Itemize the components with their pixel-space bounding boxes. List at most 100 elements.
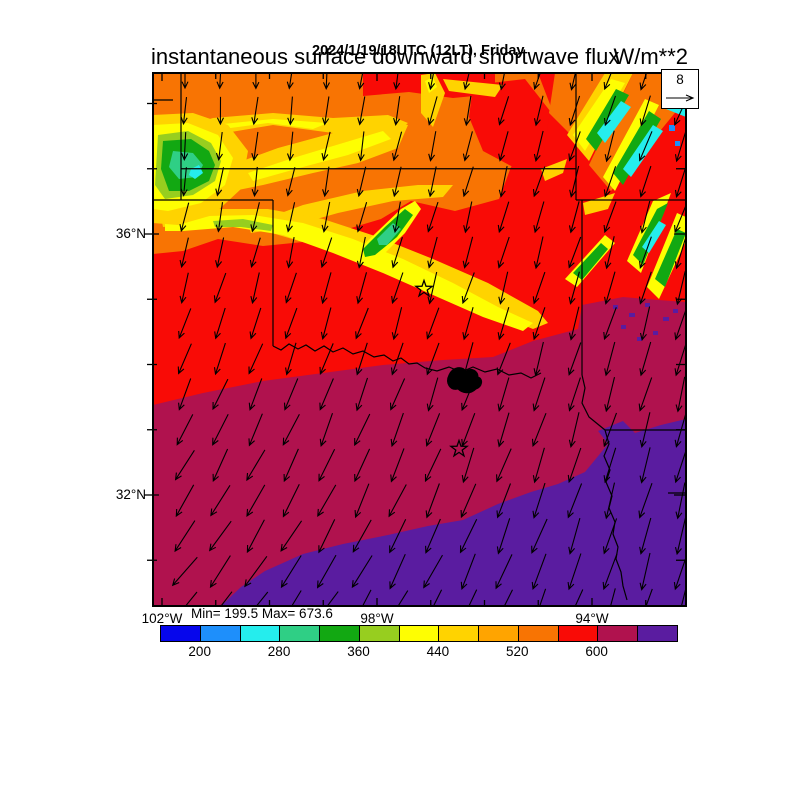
- lat-label: 32°N: [115, 487, 146, 502]
- wind-vector: [181, 73, 189, 90]
- wind-vector: [426, 201, 439, 233]
- wind-vector: [461, 377, 476, 412]
- wind-vector: [318, 519, 336, 554]
- wind-vector: [639, 236, 652, 269]
- wind-vector: [425, 483, 440, 519]
- wind-vector: [178, 378, 192, 411]
- wind-vector: [246, 519, 265, 554]
- wind-vector: [320, 307, 332, 341]
- wind-vector: [427, 166, 437, 198]
- wind-vector: [215, 132, 223, 161]
- wind-vector: [639, 412, 651, 449]
- wind-vector: [680, 588, 686, 606]
- colorbar-segment: [359, 626, 400, 641]
- wind-vector: [428, 131, 437, 162]
- wind-vector: [604, 376, 616, 413]
- wind-vector: [208, 520, 232, 552]
- cloud-streaks-yellowgreen: [213, 219, 273, 231]
- wind-vector: [568, 271, 580, 305]
- wind-vector: [568, 131, 581, 162]
- colorbar-segment: [638, 626, 677, 641]
- wind-vector: [355, 377, 369, 412]
- central-cloud-streak: [353, 201, 421, 265]
- wind-vector: [463, 73, 471, 91]
- wind-vector: [356, 272, 368, 305]
- wind-vector: [246, 449, 266, 482]
- wind-vector: [533, 341, 544, 377]
- wind-vector: [216, 73, 224, 90]
- wind-vector: [539, 588, 547, 606]
- wind-vector: [356, 166, 367, 198]
- city-star-marker: [449, 438, 469, 458]
- lat-label: 36°N: [115, 226, 146, 241]
- wind-vector: [250, 272, 260, 305]
- wind-vector: [356, 236, 366, 269]
- wind-vector: [426, 307, 440, 340]
- map-canvas: [144, 72, 687, 607]
- colorbar-segment: [161, 626, 201, 641]
- wind-vector-layer: [171, 73, 686, 606]
- wind-vector: [321, 201, 331, 233]
- wind-vector: [639, 165, 652, 198]
- wind-vector: [531, 518, 548, 554]
- wind-vector: [423, 554, 443, 589]
- wind-vector: [638, 483, 653, 519]
- wind-vector: [322, 73, 330, 90]
- wind-vector: [356, 202, 368, 233]
- wind-vector: [251, 96, 259, 126]
- wind-vector: [531, 412, 547, 447]
- wind-vector: [255, 591, 269, 606]
- wind-vector: [675, 376, 686, 413]
- wind-vector: [532, 271, 546, 305]
- wind-vector: [390, 448, 405, 483]
- wind-vector: [321, 131, 331, 162]
- wind-vector: [357, 96, 366, 126]
- wind-vector: [317, 484, 337, 517]
- wind-vector: [284, 272, 297, 304]
- wind-vector: [286, 131, 294, 162]
- wind-vector: [497, 201, 510, 234]
- border-tx-ar: [581, 374, 606, 431]
- wind-vector: [603, 73, 612, 91]
- city-star-marker: [414, 278, 434, 298]
- wind-vector: [282, 414, 300, 446]
- wind-vector: [461, 272, 475, 305]
- wind-vector: [675, 482, 686, 520]
- wind-vector: [175, 484, 195, 518]
- wind-vector: [322, 166, 330, 198]
- wind-vector: [357, 131, 365, 162]
- wind-vector: [603, 166, 617, 198]
- wind-vector: [282, 484, 300, 518]
- wind-vector: [532, 447, 545, 484]
- wind-vector: [250, 202, 260, 233]
- wind-vector: [639, 306, 651, 342]
- wind-vector: [425, 413, 441, 447]
- border-tx-la: [603, 429, 628, 601]
- wind-vector: [389, 519, 407, 554]
- wind-vector: [319, 378, 334, 411]
- wind-vector: [602, 553, 618, 591]
- wind-vector: [355, 342, 368, 376]
- wind-vector: [639, 552, 651, 591]
- wind-vector: [498, 73, 506, 91]
- wind-vector: [468, 589, 478, 606]
- wind-vector: [532, 166, 546, 198]
- wind-vector: [532, 307, 546, 341]
- wind-vector: [567, 553, 582, 591]
- wind-vector: [248, 378, 263, 411]
- wind-vector: [174, 450, 195, 481]
- wind-vector: [568, 236, 582, 269]
- wind-vector: [569, 73, 577, 91]
- wind-vector: [497, 377, 510, 412]
- wind-vector: [568, 517, 581, 555]
- wind-vector: [215, 237, 225, 269]
- wind-vector: [244, 555, 268, 588]
- city-star-markers: [414, 278, 469, 458]
- wind-vector: [213, 342, 226, 376]
- wind-vector: [354, 413, 371, 447]
- wind-vector: [390, 412, 404, 448]
- wind-vector: [645, 588, 653, 606]
- wind-vector: [391, 237, 403, 269]
- wind-vector: [280, 555, 302, 589]
- wind-vector: [533, 95, 544, 127]
